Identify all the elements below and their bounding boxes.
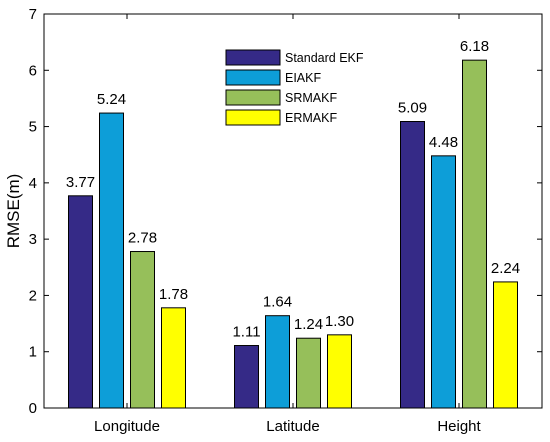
x-tick-label-longitude: Longitude [94,418,160,435]
bar-height-ermakf [493,281,518,409]
x-tick-label-latitude: Latitude [266,418,319,435]
bar-longitude-ermakf [161,307,186,409]
y-tick-label: 1 [29,344,37,361]
y-tick-label: 7 [29,6,37,23]
bar-latitude-ermakf [327,334,352,409]
bar-height-standard-ekf [400,121,425,409]
y-axis-title: RMSE(m) [4,174,23,249]
data-label: 1.24 [294,316,323,333]
data-label: 1.64 [263,294,292,311]
x-tick-label-height: Height [437,418,481,435]
data-labels: 3.77 5.24 2.78 1.78 1.111.641.24 1.30 5.094.48… [66,38,520,340]
y-tick-label: 3 [29,231,37,248]
bar-latitude-eiakf [265,315,290,409]
bar-longitude-eiakf [99,112,124,409]
data-label: 5.09 [398,100,427,117]
bar-latitude-standard-ekf [234,345,259,409]
y-tick-label: 5 [29,119,37,136]
y-tick-label: 0 [29,400,37,417]
legend-label: Standard EKF [285,51,364,65]
bar-latitude-srmakf [296,337,321,409]
data-label: 5.24 [97,91,126,108]
data-label: 1.78 [159,286,188,303]
data-label: 1.30 [325,313,354,330]
data-label: 4.48 [429,134,458,151]
legend-label: ERMAKF [285,111,337,125]
legend-swatch-ermakf [225,109,281,126]
bar-height-eiakf [431,155,456,409]
data-label: 6.18 [460,38,489,55]
y-tick-label: 4 [29,175,37,192]
data-label: 1.11 [232,324,260,341]
legend-label: SRMAKF [285,91,337,105]
legend-swatch-srmakf [225,89,281,106]
data-label: 2.24 [491,260,520,277]
legend-swatch-eiakf [225,69,281,86]
bar-longitude-srmakf [130,251,155,409]
data-label: 3.77 [66,174,95,191]
y-tick-label: 6 [29,62,37,79]
data-label: 2.78 [128,230,157,247]
legend-label: EIAKF [285,71,321,85]
y-tick-label: 2 [29,287,37,304]
bars [68,59,518,409]
legend: Standard EKF EIAKF SRMAKF ERMAKF [225,49,364,126]
axes: 0 1 2 3 4 5 6 7 Longitude Latitude Height [29,6,543,435]
legend-swatch-standard-ekf [225,49,281,66]
bar-height-srmakf [462,59,487,409]
bar-longitude-standard-ekf [68,195,93,409]
